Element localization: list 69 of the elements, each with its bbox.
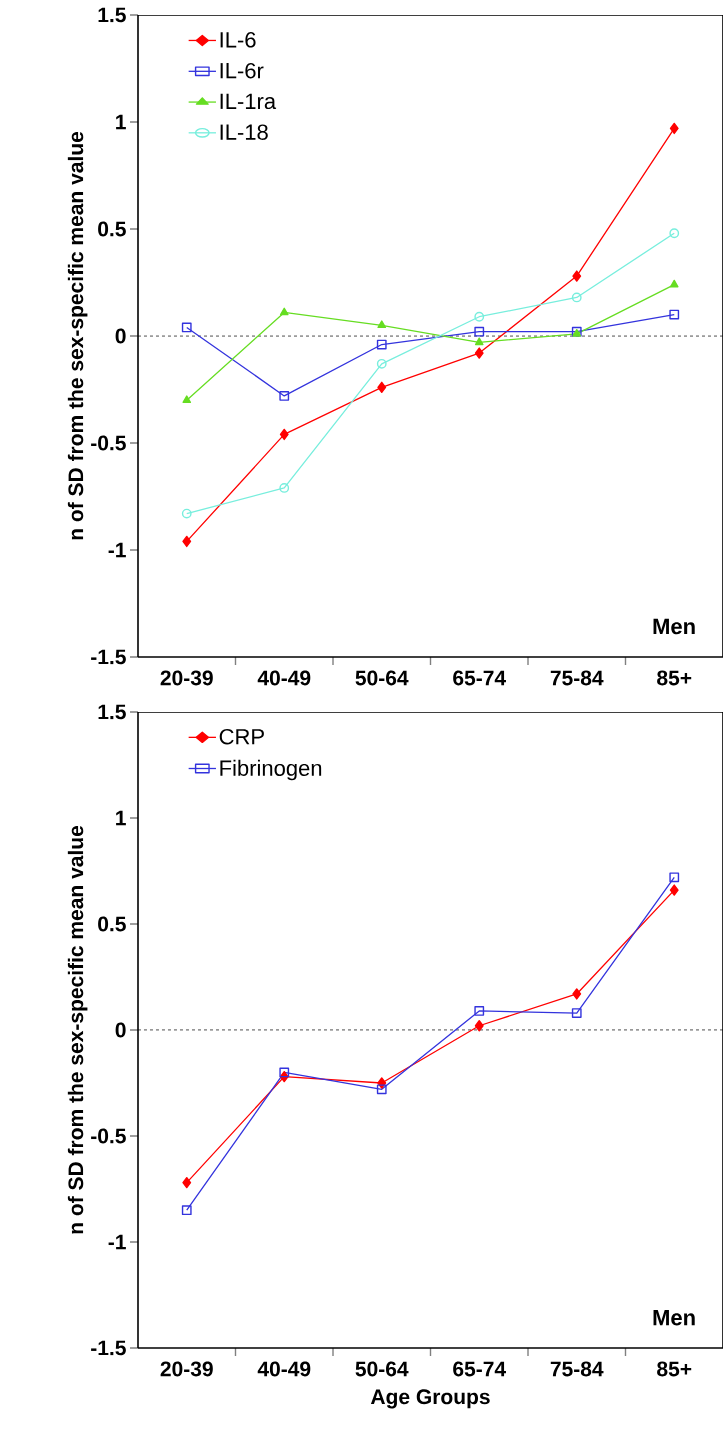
point <box>181 508 192 519</box>
point <box>474 1020 484 1032</box>
x-tick-label: 20-39 <box>160 1361 213 1377</box>
y-tick-label: -1.5 <box>91 649 126 665</box>
x-tick-label: 40-49 <box>257 670 311 686</box>
point <box>669 309 680 320</box>
point <box>376 1084 387 1095</box>
x-tick-label: 85+ <box>657 670 692 686</box>
x-tick-label: 20-39 <box>160 670 213 686</box>
point <box>474 1006 485 1016</box>
point <box>572 988 582 1000</box>
point <box>279 1067 290 1078</box>
y-tick-label: -1 <box>108 542 126 558</box>
point <box>279 428 289 441</box>
point <box>279 307 289 316</box>
x-tick-label: 85+ <box>657 1361 692 1377</box>
y-tick-label: -1 <box>108 1234 126 1250</box>
point <box>474 326 485 337</box>
x-tick-label: 50-64 <box>355 1361 409 1377</box>
point <box>377 381 387 394</box>
y-tick-label: -0.5 <box>91 1128 126 1144</box>
point <box>572 270 582 282</box>
x-tick-label: 65-74 <box>453 1361 506 1377</box>
legend-label: IL-18 <box>220 124 268 140</box>
y-tick-label: 0 <box>115 1022 126 1038</box>
point <box>669 228 680 239</box>
y-tick-label: -1.5 <box>91 1340 126 1356</box>
legend-label: CRP <box>219 728 264 745</box>
legend-label: IL-1ra <box>220 93 277 110</box>
point <box>181 1205 192 1216</box>
y-tick-label: 1.5 <box>98 704 126 720</box>
annotation: Men <box>653 618 695 635</box>
x-axis-title: Age Groups <box>370 1389 490 1409</box>
y-tick-label: -0.5 <box>91 435 126 451</box>
legend-label: IL-6 <box>220 32 256 48</box>
y-tick-label: 0 <box>115 328 126 344</box>
point <box>474 311 485 322</box>
point <box>279 391 290 401</box>
x-tick-label: 40-49 <box>257 1361 311 1377</box>
y-tick-label: 1.5 <box>98 7 126 23</box>
y-tick-label: 0.5 <box>98 916 126 932</box>
point <box>474 337 484 346</box>
y-axis-title: n of SD from the sex-specific mean value <box>67 825 88 1234</box>
legend-label: Fibrinogen <box>220 759 322 781</box>
y-tick-label: 1 <box>116 810 126 826</box>
point <box>669 872 680 883</box>
x-tick-label: 50-64 <box>355 670 409 686</box>
point <box>669 122 679 135</box>
y-tick-label: 1 <box>116 114 126 130</box>
point <box>182 395 192 403</box>
y-axis-title: n of SD from the sex-specific mean value <box>67 131 88 540</box>
x-tick-label: 65-74 <box>453 670 506 686</box>
point <box>571 292 582 303</box>
point <box>181 322 192 333</box>
y-tick-label: 0.5 <box>98 221 126 237</box>
point <box>182 1176 192 1189</box>
point <box>376 339 387 350</box>
point <box>474 347 484 359</box>
point <box>376 358 387 369</box>
x-tick-label: 75-84 <box>550 1361 604 1377</box>
annotation: Men <box>653 1310 695 1326</box>
point <box>571 1008 582 1018</box>
point <box>182 535 192 548</box>
point <box>377 320 387 329</box>
point <box>669 279 679 288</box>
point <box>669 884 679 896</box>
x-tick-label: 75-84 <box>550 670 604 686</box>
point <box>279 483 290 493</box>
legend-label: IL-6r <box>220 62 264 79</box>
